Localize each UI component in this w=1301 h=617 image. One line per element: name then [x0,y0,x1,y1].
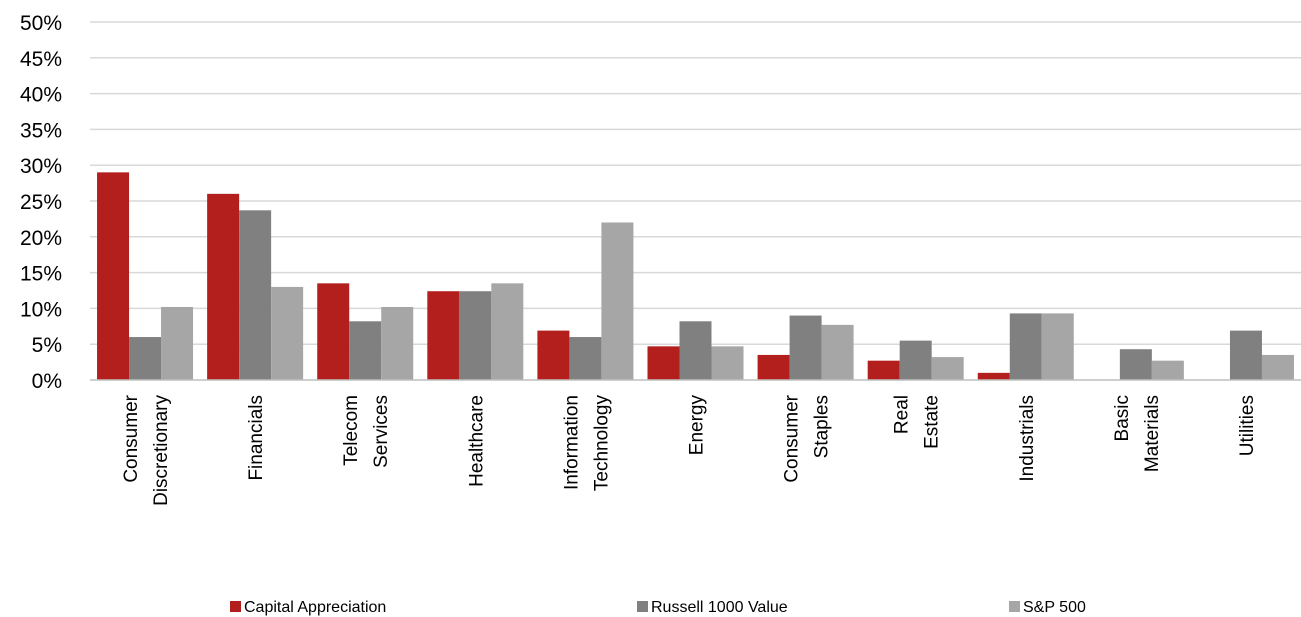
bar [1151,360,1184,380]
bar [427,291,460,380]
bar [789,315,822,380]
bar [679,321,712,380]
legend-label: Capital Appreciation [244,599,386,616]
bar [711,346,744,380]
category-label: Telecom [341,395,362,466]
bars [97,172,1294,380]
bar [757,354,790,380]
bar [381,306,414,380]
bar [491,283,524,380]
bar [899,340,932,380]
y-tick-label: 45% [20,48,62,71]
bar [129,337,162,380]
bar [537,330,570,380]
bar [97,172,130,380]
bar [977,372,1010,380]
bar [271,286,304,380]
bar [1119,349,1152,380]
category-label: Utilities [1237,395,1258,456]
y-tick-label: 5% [32,334,62,357]
bar [821,324,854,380]
bar [867,360,900,380]
bar [161,306,194,380]
bar [1261,354,1294,380]
bar [1041,313,1074,380]
category-label: Real [892,395,913,434]
bar [931,357,964,380]
category-label: Services [371,395,392,468]
bar [1229,330,1262,380]
category-label: Healthcare [466,395,487,487]
category-label: Information [561,395,582,490]
category-label: Energy [687,395,708,456]
legend-swatch [230,601,241,612]
category-label: Technology [591,395,612,492]
bar [349,321,382,380]
y-tick-label: 15% [20,263,62,286]
legend-item: Russell 1000 Value [637,599,788,616]
y-tick-label: 50% [20,12,62,35]
bar [569,337,602,380]
y-tick-label: 40% [20,84,62,107]
legend: Capital Appreciation Russell 1000 Value S&… [230,599,1086,616]
category-labels: Consumer Discretionary Financials Telecom Se… [121,394,1258,506]
bar [317,283,350,380]
category-label: Financials [246,395,267,481]
y-tick-label: 25% [20,191,62,214]
bar [1009,313,1042,380]
category-label: Consumer [121,394,142,482]
y-tick-label: 30% [20,155,62,178]
y-tick-label: 10% [20,298,62,321]
y-tick-label: 20% [20,227,62,250]
bar [207,193,240,380]
bar [601,222,634,380]
category-label: Estate [922,395,943,449]
y-axis-tick-labels: 0% 5% 10% 15% 20% 25% 30% 35% 40% 45% 50% [20,12,62,393]
category-label: Consumer [782,394,803,482]
category-label: Staples [812,395,833,458]
legend-swatch [1009,601,1020,612]
y-tick-label: 35% [20,119,62,142]
category-label: Industrials [1017,395,1038,482]
legend-label: S&P 500 [1023,599,1086,616]
category-label: Materials [1142,395,1163,472]
bar [647,346,680,380]
legend-label: Russell 1000 Value [651,599,788,616]
bar [459,291,492,380]
category-label: Discretionary [151,395,172,506]
bar [239,210,272,380]
category-label: Basic [1112,395,1133,441]
legend-swatch [637,601,648,612]
y-tick-label: 0% [32,370,62,393]
legend-item: S&P 500 [1009,599,1086,616]
legend-item: Capital Appreciation [230,599,386,616]
